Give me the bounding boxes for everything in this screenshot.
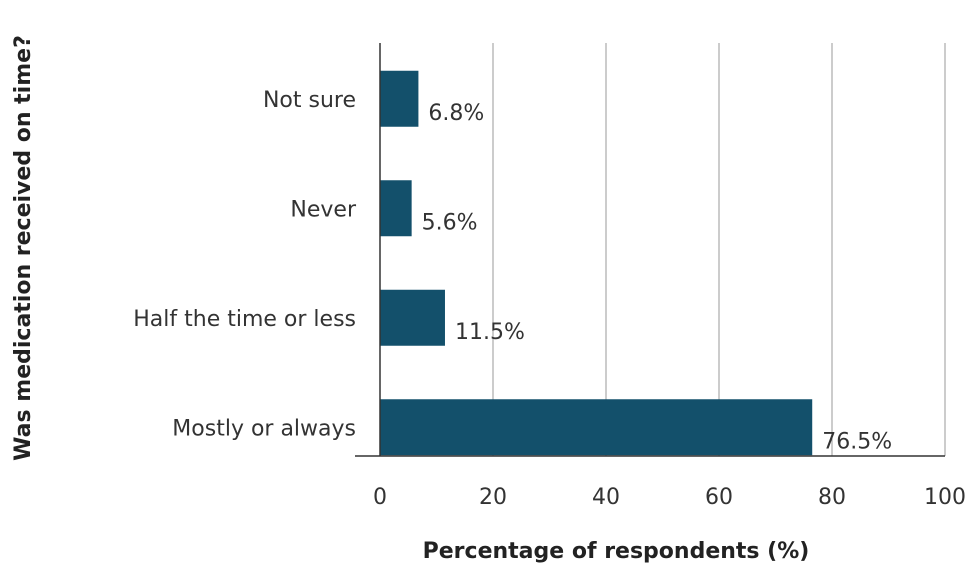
x-tick-label-100: 100	[924, 485, 966, 510]
data-label-2: 5.6%	[422, 210, 478, 235]
category-label-2: Never	[290, 197, 357, 222]
x-tick-label-20: 20	[479, 485, 507, 510]
category-label-4: Mostly or always	[172, 416, 356, 441]
x-tick-label-80: 80	[818, 485, 846, 510]
bar-1	[380, 70, 419, 127]
bar-4	[380, 399, 813, 456]
data-label-4: 76.5%	[822, 429, 892, 454]
data-label-1: 6.8%	[428, 101, 484, 126]
gridlines	[492, 43, 946, 456]
category-label-3: Half the time or less	[133, 307, 356, 332]
y-axis-title: Was medication received on time?	[11, 35, 36, 461]
bar-2	[380, 180, 412, 237]
data-label-3: 11.5%	[455, 320, 525, 345]
x-tick-label-0: 0	[373, 485, 387, 510]
x-tick-label-40: 40	[592, 485, 620, 510]
axes	[355, 43, 945, 457]
bars	[380, 70, 813, 456]
bar-3	[380, 289, 445, 346]
category-label-1: Not sure	[263, 88, 356, 113]
x-tick-label-60: 60	[705, 485, 733, 510]
labels: 0 20 40 60 80 100 Not sure 6.8% Never 5.6% Half th…	[133, 88, 966, 510]
x-axis-title: Percentage of respondents (%)	[423, 539, 810, 564]
